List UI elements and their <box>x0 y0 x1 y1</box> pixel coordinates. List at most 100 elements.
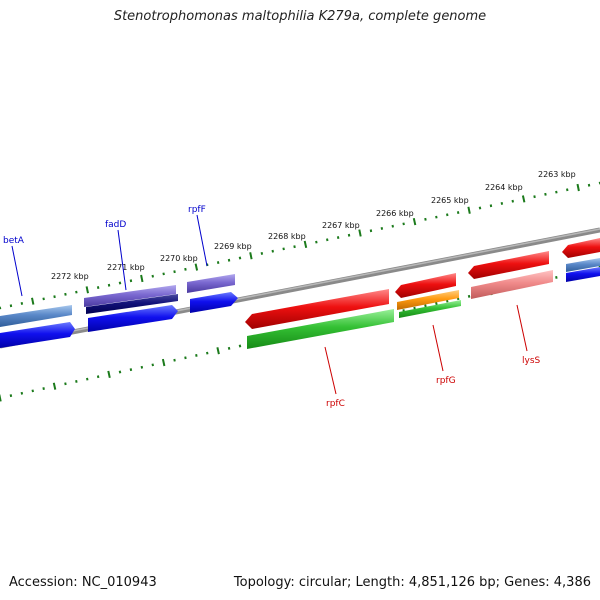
leader-rpfG <box>432 324 444 372</box>
reverse-strand-genes <box>245 238 600 349</box>
scale-label-2269: 2269 kbp <box>214 242 252 251</box>
minor-tick <box>227 258 231 262</box>
minor-tick <box>140 365 144 369</box>
major-tick <box>194 263 199 271</box>
minor-tick <box>315 240 318 244</box>
major-tick <box>412 217 417 226</box>
major-tick <box>249 252 253 260</box>
minor-tick <box>544 192 547 196</box>
gene-forward-edge[interactable] <box>566 267 600 282</box>
label-fadD: fadD <box>105 220 126 230</box>
minor-tick <box>424 304 427 308</box>
minor-tick <box>489 204 493 208</box>
gene-fadD-feature-2[interactable] <box>86 294 178 314</box>
minor-tick <box>184 267 187 271</box>
label-rpfC: rpfC <box>326 399 345 409</box>
minor-tick <box>20 302 24 305</box>
major-tick <box>576 183 580 192</box>
gene-reverse-edge[interactable] <box>562 238 600 258</box>
minor-tick <box>162 272 165 276</box>
minor-tick <box>446 213 449 217</box>
minor-tick <box>555 190 558 194</box>
scale-labels: 2272 kbp 2271 kbp 2270 kbp 2269 kbp 2268… <box>51 170 576 281</box>
gene-lysS-feature[interactable] <box>471 270 553 299</box>
label-betA: betA <box>3 236 25 246</box>
major-tick <box>358 229 362 237</box>
minor-tick <box>31 389 34 393</box>
major-tick <box>216 347 220 355</box>
major-tick <box>85 286 89 294</box>
label-rpfF: rpfF <box>188 205 206 215</box>
minor-tick <box>435 215 438 219</box>
gene-lysS[interactable] <box>468 251 549 279</box>
scale-label-2263: 2263 kbp <box>538 170 576 179</box>
minor-tick <box>587 183 591 187</box>
minor-tick <box>151 363 154 367</box>
minor-tick <box>129 279 133 283</box>
gene-forward-edge-feature[interactable] <box>566 258 600 272</box>
scale-label-2265: 2265 kbp <box>431 196 469 205</box>
gene-rpfC[interactable] <box>245 289 389 329</box>
minor-tick <box>75 290 78 294</box>
minor-tick <box>402 222 405 226</box>
major-tick <box>31 297 35 305</box>
minor-tick <box>260 252 264 255</box>
scale-label-2271: 2271 kbp <box>107 263 145 272</box>
gene-rpfC-feature[interactable] <box>247 309 394 349</box>
gene-labels: betA fadD rpfF rpfC rpfG lysS <box>3 205 541 409</box>
label-rpfG: rpfG <box>436 376 456 386</box>
gene-fadD[interactable] <box>88 305 178 332</box>
minor-tick <box>64 292 67 296</box>
minor-tick <box>42 297 45 301</box>
minor-tick <box>467 294 471 298</box>
gene-rpfG[interactable] <box>395 273 456 298</box>
minor-tick <box>380 227 384 230</box>
minor-tick <box>64 382 67 386</box>
genome-summary-text: Topology: circular; Length: 4,851,126 bp… <box>233 575 591 590</box>
minor-tick <box>9 394 13 398</box>
leader-fadD <box>117 229 127 291</box>
minor-tick <box>238 256 242 260</box>
major-tick <box>161 358 166 367</box>
minor-tick <box>500 202 504 205</box>
gene-fadD-feature[interactable] <box>84 285 176 307</box>
scale-label-2264: 2264 kbp <box>485 183 523 192</box>
gene-rpfG-feature-2[interactable] <box>399 300 461 318</box>
minor-tick <box>9 304 13 308</box>
major-tick <box>140 274 144 283</box>
minor-tick <box>456 211 460 214</box>
minor-tick <box>195 354 198 357</box>
gene-betA[interactable] <box>0 322 75 348</box>
minor-tick <box>293 245 296 249</box>
major-tick <box>521 195 526 203</box>
gene-rpfF-feature[interactable] <box>187 274 235 293</box>
gene-betA-feature[interactable] <box>0 305 72 327</box>
minor-tick <box>96 375 100 379</box>
scale-label-2266: 2266 kbp <box>376 209 414 218</box>
leader-rpfF <box>196 214 208 267</box>
accession-text: Accession: NC_010943 <box>9 575 157 590</box>
minor-tick <box>151 274 154 278</box>
minor-tick <box>173 270 176 274</box>
minor-tick <box>118 281 122 285</box>
minor-tick <box>391 224 394 228</box>
minor-tick <box>282 247 285 251</box>
minor-tick <box>566 188 569 192</box>
minor-tick <box>107 283 111 287</box>
gene-rpfF[interactable] <box>190 292 238 313</box>
minor-tick <box>96 286 100 289</box>
major-tick <box>0 394 2 402</box>
major-tick <box>303 240 308 249</box>
scale-label-2267: 2267 kbp <box>322 221 360 230</box>
minor-tick <box>238 344 242 348</box>
label-lysS: lysS <box>522 356 541 366</box>
minor-tick <box>75 380 78 383</box>
gene-rpfG-feature[interactable] <box>397 290 459 310</box>
minor-tick <box>118 370 122 374</box>
minor-tick <box>173 358 176 362</box>
outer-scale-track <box>0 181 600 310</box>
minor-tick <box>555 276 558 279</box>
minor-tick <box>424 217 427 221</box>
major-tick <box>52 382 57 390</box>
